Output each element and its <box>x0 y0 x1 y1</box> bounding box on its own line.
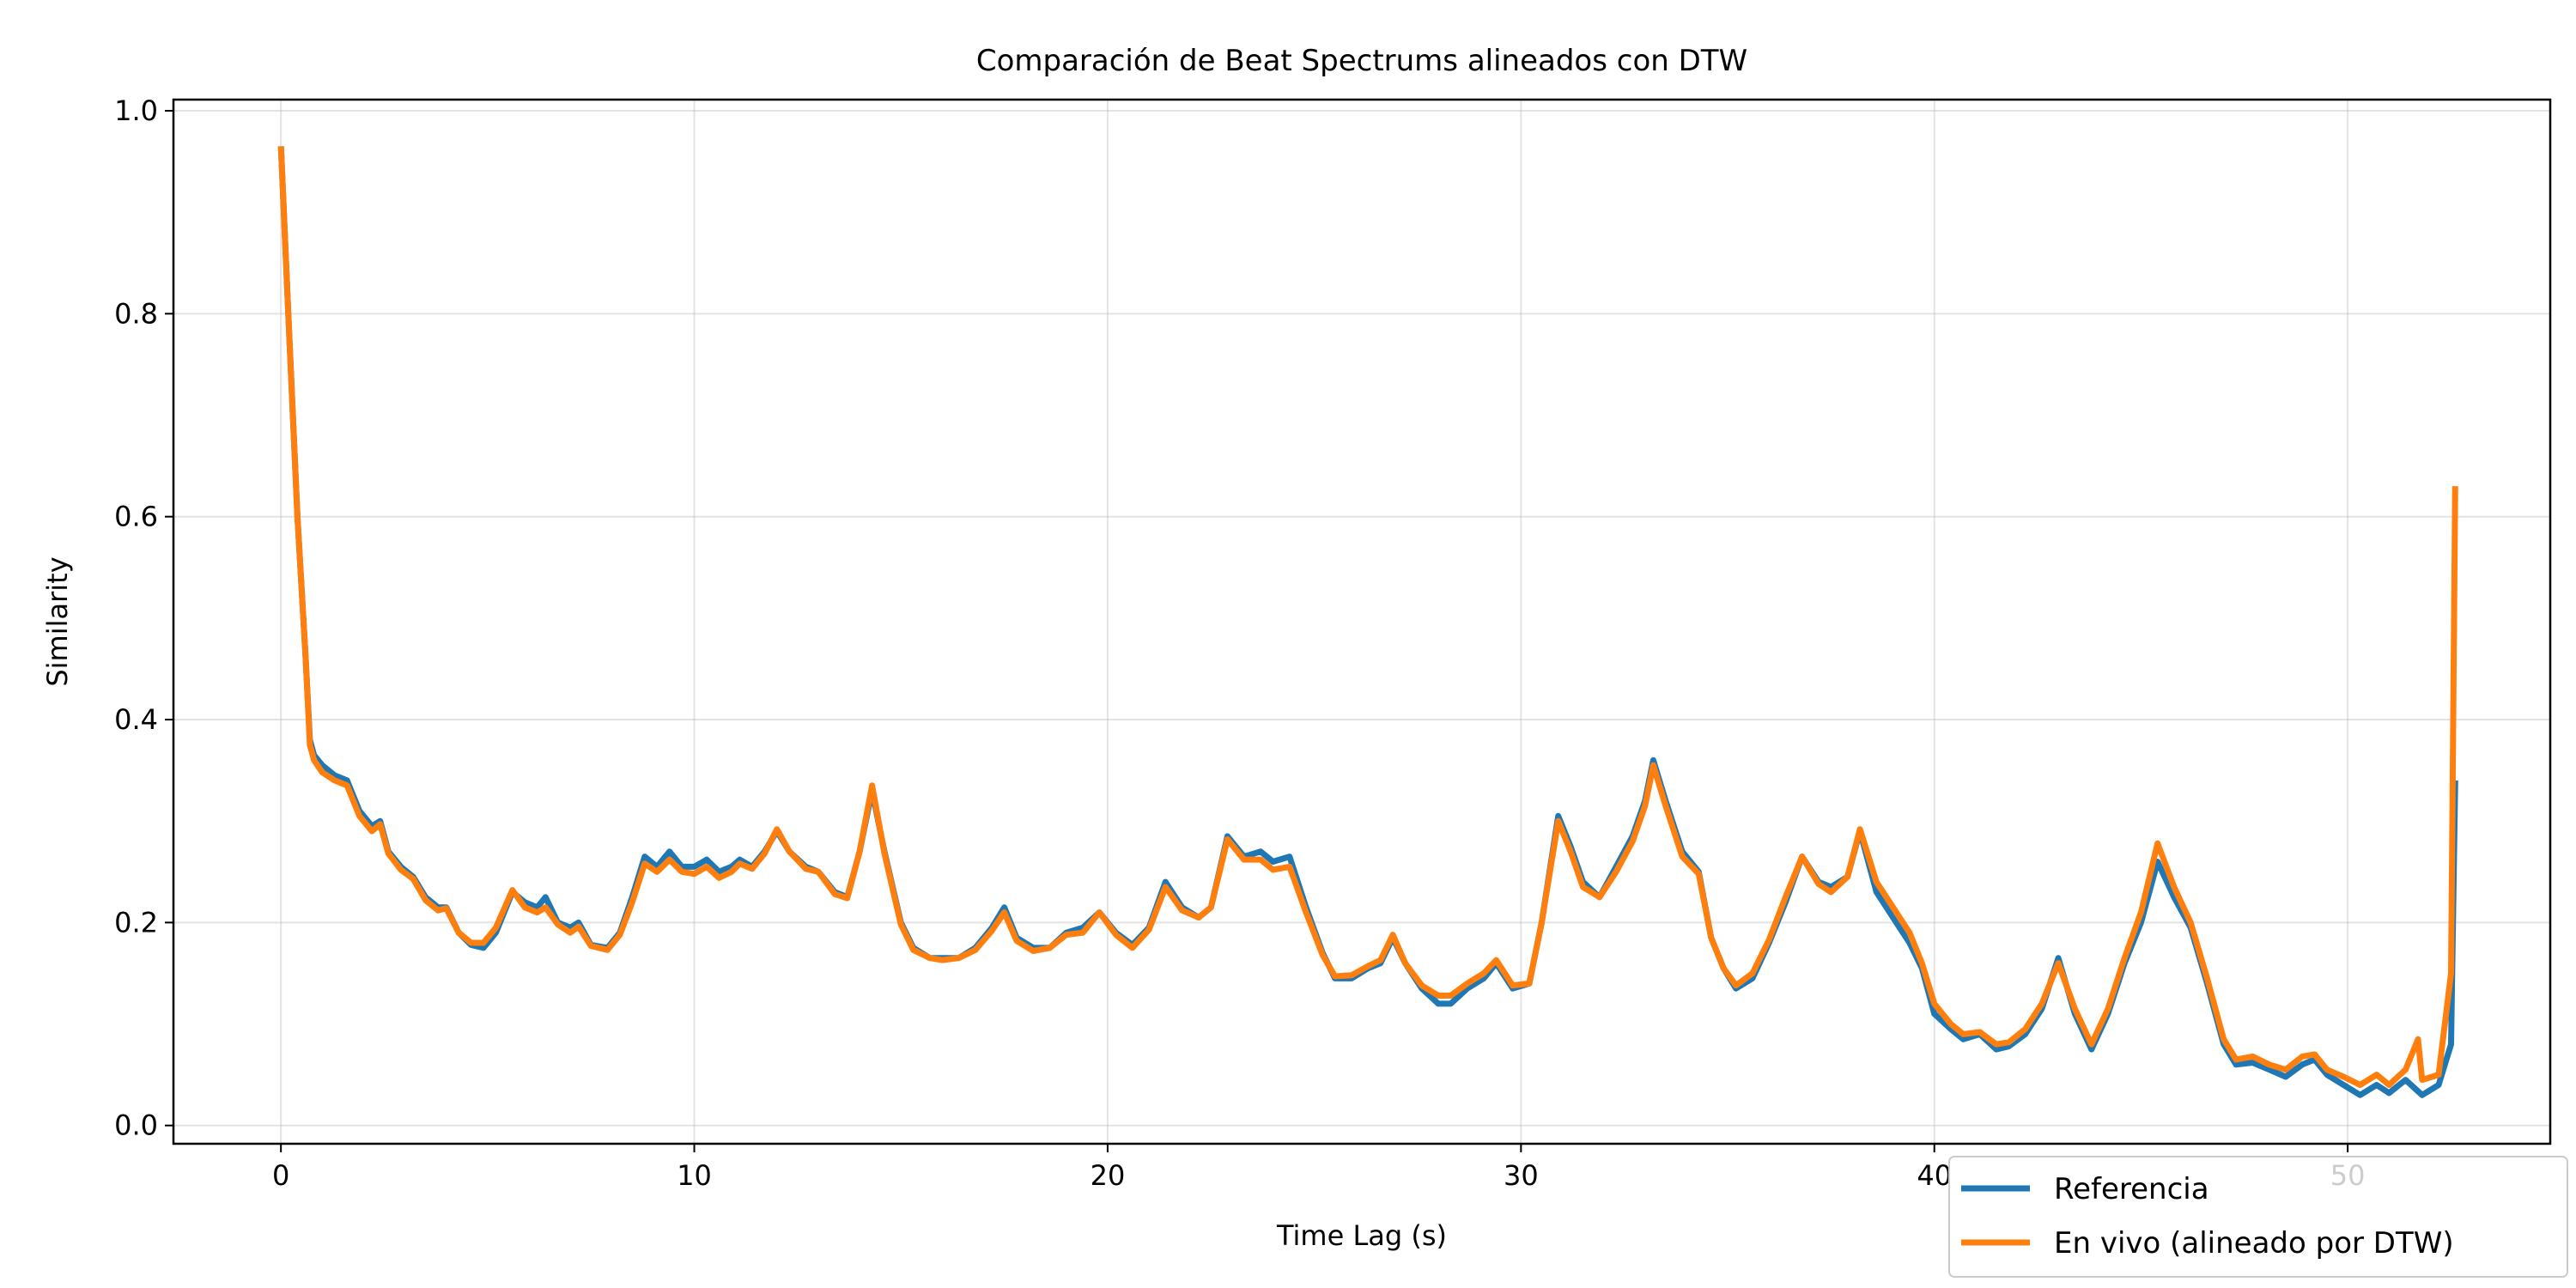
y-tick-label: 0.4 <box>114 703 158 736</box>
y-tick-label: 1.0 <box>114 94 158 127</box>
y-tick-label: 0.8 <box>114 297 158 330</box>
x-tick-label: 0 <box>272 1159 289 1192</box>
legend: Referencia En vivo (alineado por DTW) <box>1948 1156 2568 1278</box>
y-axis-label: Similarity <box>41 556 74 686</box>
x-tick-label: 40 <box>1917 1159 1952 1192</box>
legend-label-1: Referencia <box>2054 1172 2209 1206</box>
legend-box <box>1948 1156 2568 1278</box>
x-tick-label: 10 <box>677 1159 712 1192</box>
x-tick-label: 20 <box>1091 1159 1126 1192</box>
y-tick-label: 0.0 <box>114 1109 158 1142</box>
y-tick-label: 0.2 <box>114 906 158 939</box>
chart-title: Comparación de Beat Spectrums alineados … <box>976 44 1747 78</box>
series-line-2 <box>277 146 2458 1088</box>
x-tick-label: 30 <box>1504 1159 1539 1192</box>
plot-frame <box>172 98 2552 1145</box>
legend-label-2: En vivo (alineado por DTW) <box>2054 1226 2454 1261</box>
y-tick-label: 0.6 <box>114 501 158 533</box>
x-axis-label: Time Lag (s) <box>1276 1219 1447 1252</box>
